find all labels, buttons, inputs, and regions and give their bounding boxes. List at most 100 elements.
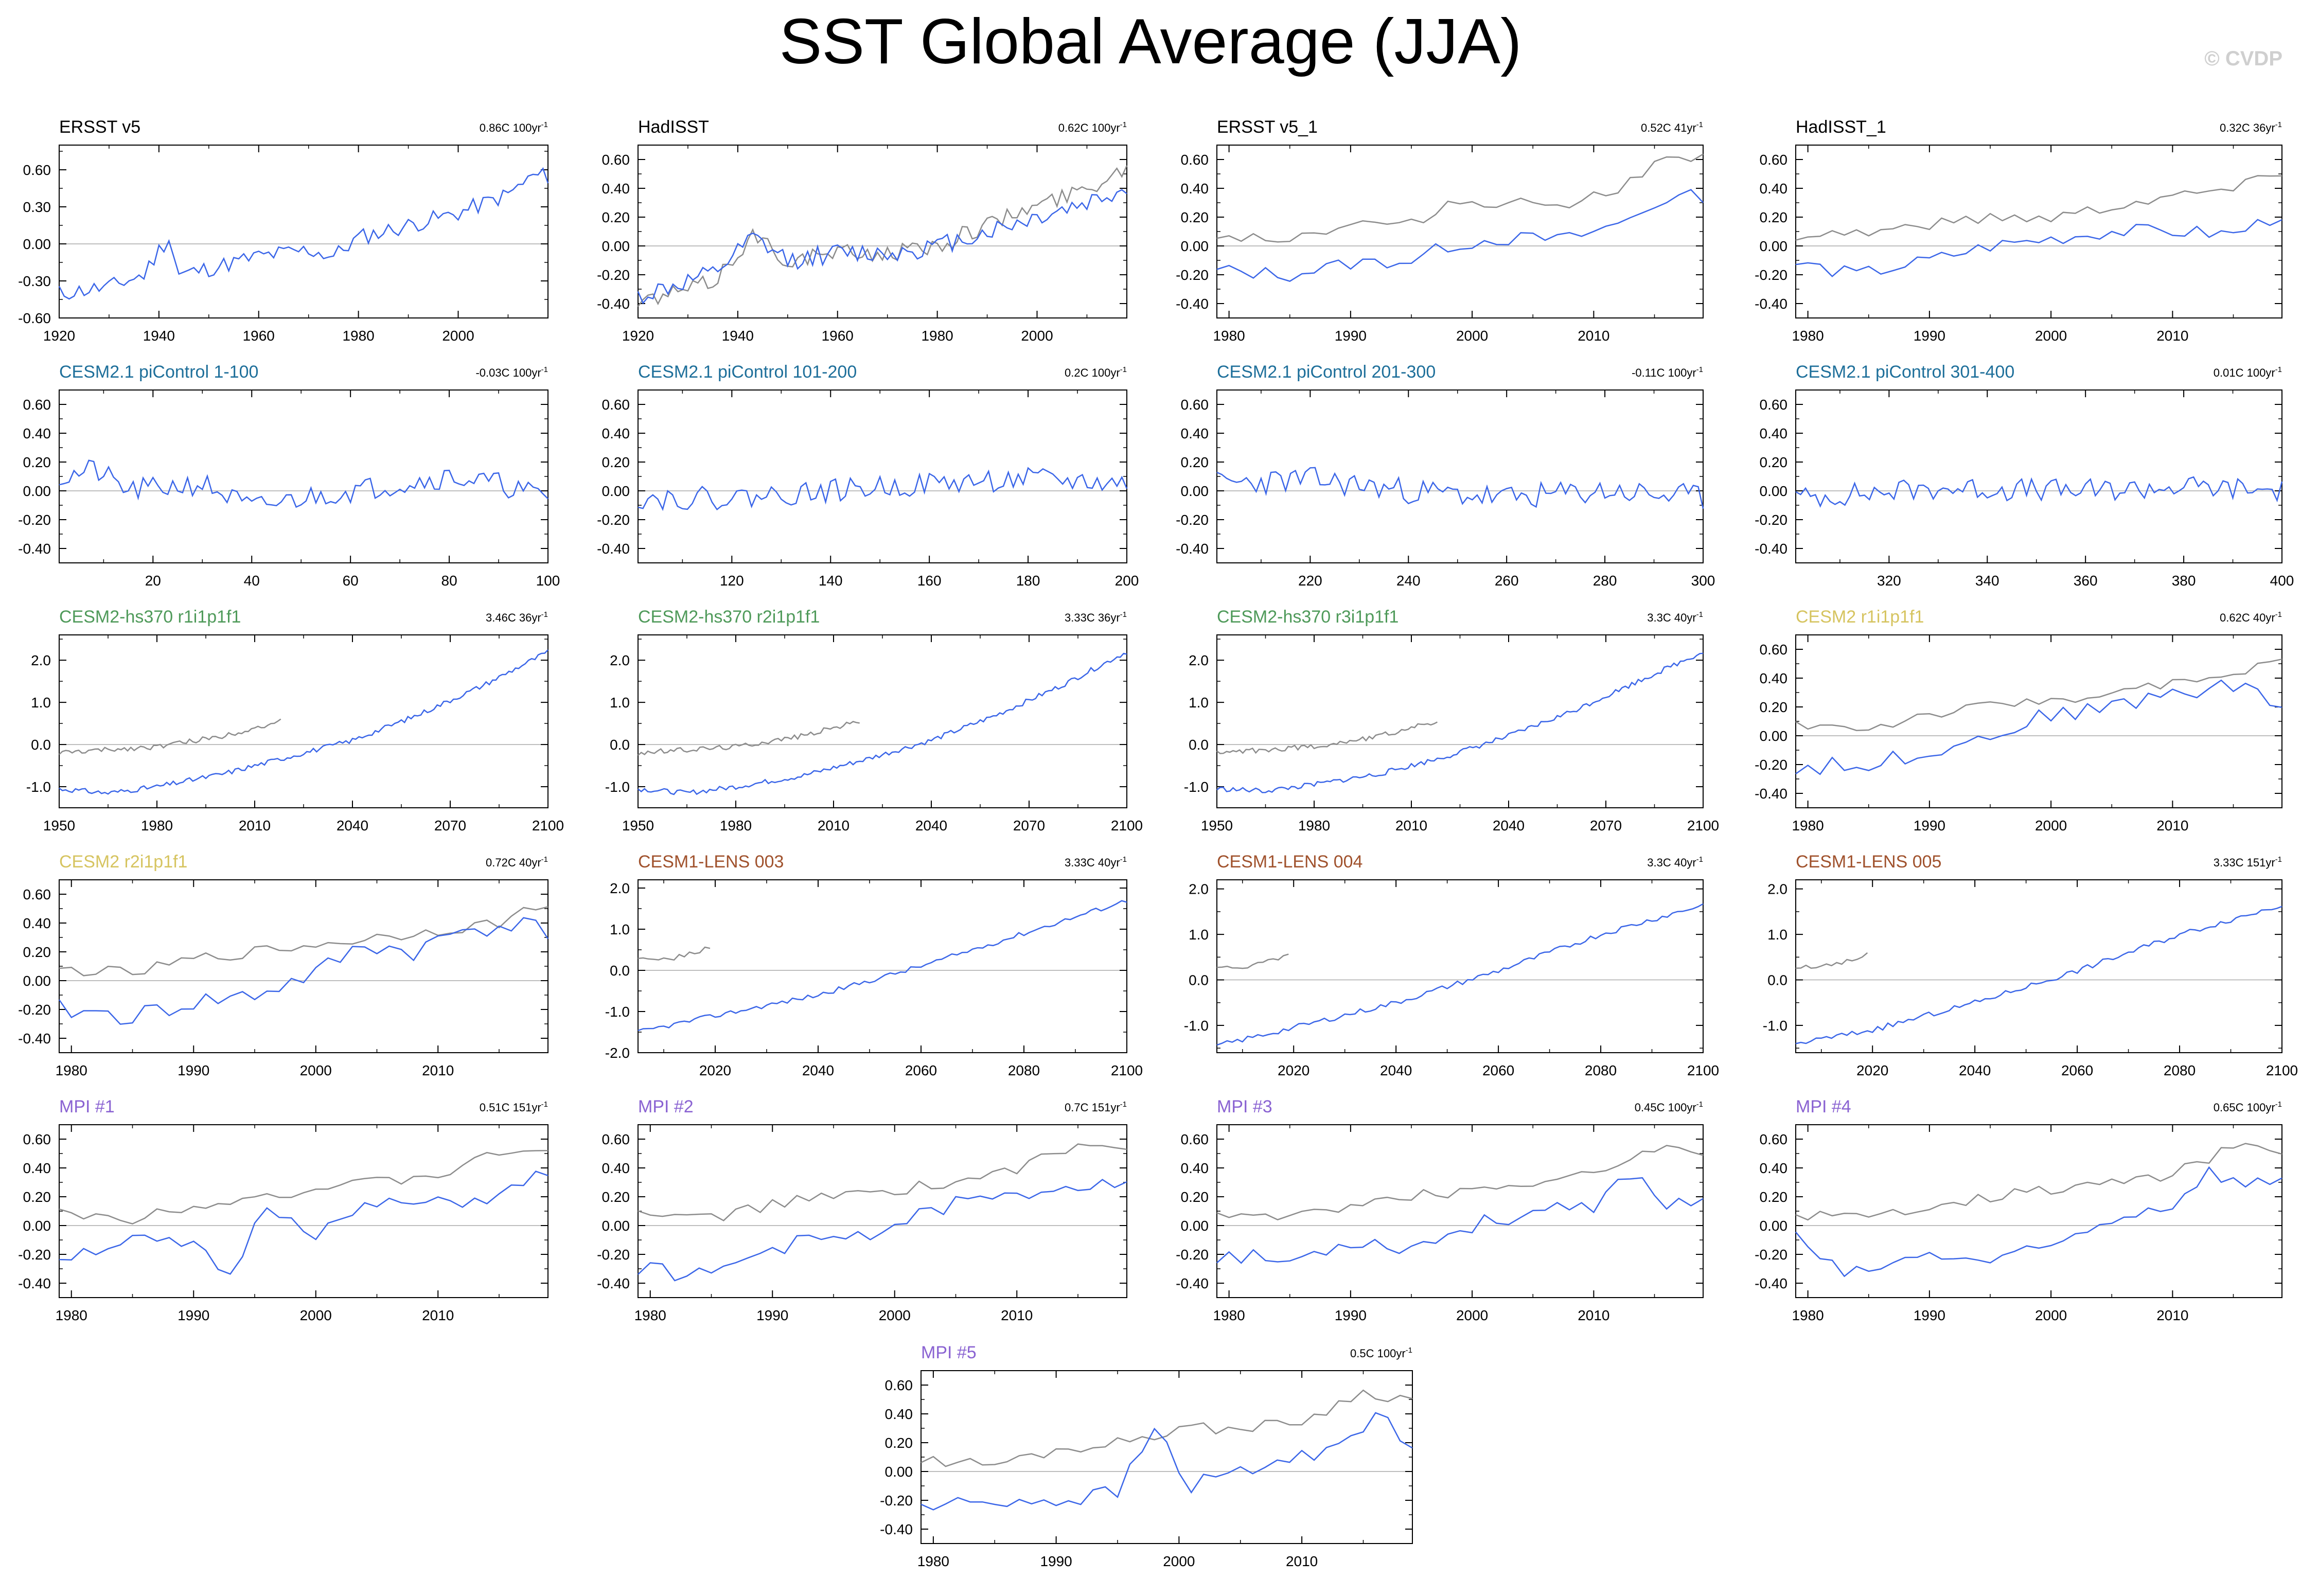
- panel-16-obs-line: [1795, 952, 1868, 969]
- panel-3-obs-line: [1216, 153, 1704, 243]
- panel-21-ytick-label: 0.40: [885, 1406, 913, 1422]
- panel-4-ytick-label: 0.40: [1760, 181, 1788, 197]
- panel-2-ytick-label: 0.40: [602, 181, 630, 197]
- panel-7-xtick-label: 240: [1396, 573, 1421, 589]
- panel-16-xtick-label: 2100: [2266, 1062, 2298, 1078]
- panel-2-xtick-label: 1940: [722, 328, 754, 344]
- panel-5-frame: [59, 389, 548, 563]
- panel-15-xtick-label: 2020: [1278, 1062, 1309, 1078]
- panel-4-ytick-label: -0.40: [1755, 296, 1787, 312]
- panel-6-title: CESM2.1 piControl 101-200: [638, 362, 857, 382]
- panel-6-xtick-label: 120: [720, 573, 744, 589]
- panel-11-trend-exponent: -1: [1696, 610, 1703, 619]
- panel-6-ytick-label: 0.40: [602, 425, 630, 441]
- panel-14-ytick-label: 0.0: [610, 963, 630, 979]
- panel-11-xtick-label: 2040: [1493, 818, 1525, 834]
- panel-9-title: CESM2-hs370 r1i1p1f1: [59, 607, 241, 627]
- panel-7-ytick-label: 0.40: [1181, 425, 1209, 441]
- panel-19-xtick-label: 1980: [1213, 1307, 1245, 1323]
- panel-12-ytick-label: 0.60: [1760, 642, 1788, 658]
- panel-18-obs-line: [638, 1143, 1127, 1221]
- panel-10-ytick-label: 1.0: [610, 695, 630, 711]
- panel-4-trend-label: 0.32C 36yr-1: [2220, 120, 2282, 134]
- panel-21-xtick-label: 2010: [1286, 1553, 1318, 1569]
- panel-13-ytick-label: -0.40: [18, 1031, 51, 1047]
- panel-8-ytick-label: 0.00: [1760, 483, 1788, 499]
- panel-3-ytick-label: 0.20: [1181, 209, 1209, 225]
- panel-16-ytick-label: 1.0: [1767, 927, 1787, 943]
- panel-17-xtick-label: 1990: [178, 1307, 209, 1323]
- panel-13-obs-line: [59, 906, 548, 977]
- panel-19-frame: [1216, 1124, 1704, 1298]
- panel-8-trend-exponent: -1: [2275, 365, 2282, 374]
- panel-10-ytick-label: 0.0: [610, 737, 630, 753]
- panel-2-model-line: [637, 189, 1127, 305]
- panel-7-ytick-label: -0.20: [1176, 512, 1209, 528]
- panel-10-xtick-label: 2100: [1111, 818, 1143, 834]
- panel-15-frame: [1216, 879, 1704, 1053]
- panel-9-xtick-label: 2070: [434, 818, 466, 834]
- panel-11-ytick-label: 0.0: [1189, 737, 1209, 753]
- panel-18-ytick-label: 0.60: [602, 1131, 630, 1147]
- panel-15-trend-label: 3.3C 40yr-1: [1647, 855, 1703, 869]
- panel-21-frame: [921, 1370, 1413, 1544]
- panel-10-xtick-label: 1980: [720, 818, 752, 834]
- panel-20-ytick-label: -0.40: [1755, 1275, 1787, 1291]
- panel-20-obs-line: [1795, 1143, 2282, 1221]
- panel-16-model-line: [1795, 906, 2282, 1044]
- panel-6-ytick-label: 0.00: [602, 483, 630, 499]
- panel-2-obs-line: [637, 165, 1128, 307]
- panel-3-xtick-label: 2010: [1578, 328, 1609, 344]
- panel-18-trend-label: 0.7C 151yr-1: [1065, 1100, 1127, 1114]
- panel-2-xtick-label: 2000: [1021, 328, 1053, 344]
- panel-14-title: CESM1-LENS 003: [638, 852, 784, 872]
- panel-16-ytick-label: 2.0: [1767, 881, 1787, 897]
- panel-17-ytick-label: -0.40: [18, 1275, 51, 1291]
- panel-9-ytick-label: -1.0: [26, 779, 51, 795]
- panel-13-trend-label: 0.72C 40yr-1: [486, 855, 548, 869]
- panel-7-ytick-label: -0.40: [1176, 541, 1209, 557]
- panel-4-ytick-label: 0.00: [1760, 238, 1788, 254]
- panel-20-xtick-label: 2000: [2035, 1307, 2067, 1323]
- panel-5-xtick-label: 20: [145, 573, 161, 589]
- panel-8-ytick-label: 0.40: [1760, 425, 1788, 441]
- panel-3-xtick-label: 2000: [1456, 328, 1488, 344]
- panel-6-frame: [638, 389, 1127, 563]
- panel-4-frame: [1795, 145, 2282, 318]
- panel-10-trend-exponent: -1: [1120, 610, 1127, 619]
- panel-19-xtick-label: 2010: [1578, 1307, 1609, 1323]
- panel-15-title: CESM1-LENS 004: [1217, 852, 1362, 872]
- panel-12-obs-line: [1795, 658, 2282, 731]
- panel-12-xtick-label: 2000: [2035, 818, 2067, 834]
- panel-5-title: CESM2.1 piControl 1-100: [59, 362, 258, 382]
- panel-9-obs-line: [59, 718, 281, 755]
- panel-2-trend-exponent: -1: [1120, 120, 1127, 129]
- panel-18-title: MPI #2: [638, 1097, 694, 1116]
- panel-15-ytick-label: 2.0: [1189, 881, 1209, 897]
- panel-1-ytick-label: 0.00: [23, 236, 51, 252]
- panel-17-ytick-label: 0.00: [23, 1218, 51, 1234]
- panel-1-xtick-label: 2000: [442, 328, 474, 344]
- panel-21-xtick-label: 1990: [1040, 1553, 1072, 1569]
- panel-15-xtick-label: 2040: [1380, 1062, 1412, 1078]
- panel-9-xtick-label: 2010: [239, 818, 271, 834]
- panel-17-ytick-label: 0.40: [23, 1160, 51, 1176]
- panel-9-frame: [59, 634, 548, 808]
- panel-1-model-line: [58, 167, 549, 300]
- panel-21-ytick-label: 0.60: [885, 1377, 913, 1393]
- panel-17-model-line: [59, 1171, 548, 1275]
- panel-19-xtick-label: 2000: [1456, 1307, 1488, 1323]
- panel-6-xtick-label: 180: [1016, 573, 1040, 589]
- watermark: © CVDP: [2204, 47, 2282, 70]
- panel-17-ytick-label: -0.20: [18, 1247, 51, 1263]
- panel-5-ytick-label: 0.20: [23, 454, 51, 470]
- panel-18-ytick-label: -0.40: [597, 1275, 630, 1291]
- panel-1-title: ERSST v5: [59, 117, 140, 137]
- panel-1-ytick-label: -0.60: [18, 310, 51, 326]
- panel-2-xtick-label: 1980: [921, 328, 953, 344]
- panel-16-ytick-label: -1.0: [1763, 1018, 1787, 1034]
- panel-7-model-line: [1216, 467, 1704, 509]
- panel-15-xtick-label: 2080: [1585, 1062, 1617, 1078]
- panel-1-ytick-label: -0.30: [18, 273, 51, 289]
- panel-3-xtick-label: 1980: [1213, 328, 1245, 344]
